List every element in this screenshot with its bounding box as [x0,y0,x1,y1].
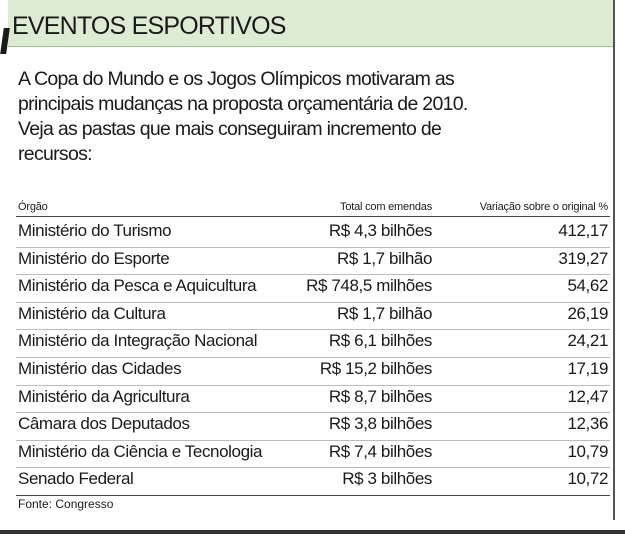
row-label: Ministério da Agricultura [18,386,190,406]
cell: R$ 7,4 bilhões [328,441,432,461]
cell: R$ 4,3 bilhões [328,221,432,240]
header-rule [16,216,610,217]
cell: R$ 1,7 bilhão [337,303,432,323]
cell: 412,17 [558,221,608,240]
row-label: Senado Federal [18,469,134,489]
cell: 319,27 [558,248,608,268]
cell: R$ 3 bilhões [342,469,432,489]
row-rule [16,357,610,358]
intro-line: recursos: [18,143,93,165]
cell: R$ 748,5 milhões [306,276,432,296]
cell: 17,19 [567,359,608,378]
row-label: Ministério da Pesca e Aquicultura [18,276,257,296]
cell: 24,21 [567,331,608,351]
cell: 26,19 [567,303,608,323]
row-rule [16,329,610,331]
title: EVENTOS ESPORTIVOS [12,12,286,40]
row-label: Câmara dos Deputados [18,414,190,434]
cell: R$ 8,7 bilhões [328,386,432,406]
cell: 12,36 [567,414,608,434]
column-header: Variação sobre o original % [479,201,609,213]
row-label: Ministério da Integração Nacional [18,331,258,351]
row-label: Ministério da Ciência e Tecnologia [18,441,263,461]
row-rule [16,412,610,414]
cell: 54,62 [567,276,608,296]
row-rule [16,274,610,276]
row-rule [16,495,610,496]
row-label: Ministério das Cidades [18,359,182,378]
right-border [613,0,615,520]
cell: R$ 3,8 bilhões [328,414,432,434]
cell: R$ 1,7 bilhão [337,248,432,268]
row-rule [16,301,610,303]
row-rule [16,467,610,469]
bottom-border [0,530,625,534]
cell: R$ 6,1 bilhões [328,331,432,351]
cell: 12,47 [567,386,608,406]
cell: 10,79 [567,441,608,461]
intro-line: Veja as pastas que mais conseguiram incr… [18,118,442,140]
source: Fonte: Congresso [18,497,114,511]
row-rule [16,439,610,441]
row-label: Ministério da Cultura [18,303,166,323]
cell: 10,72 [567,469,608,489]
intro-line: principais mudanças na proposta orçament… [18,93,468,115]
row-label: Ministério do Esporte [18,248,170,268]
row-label: Ministério do Turismo [18,221,172,240]
column-header: Total com emendas [340,201,432,213]
row-rule [16,246,610,248]
intro-line: A Copa do Mundo e os Jogos Olímpicos mot… [18,68,455,90]
column-header: Órgão [18,201,48,213]
header-band [8,0,614,47]
row-rule [16,384,610,386]
cell: R$ 15,2 bilhões [319,359,433,378]
